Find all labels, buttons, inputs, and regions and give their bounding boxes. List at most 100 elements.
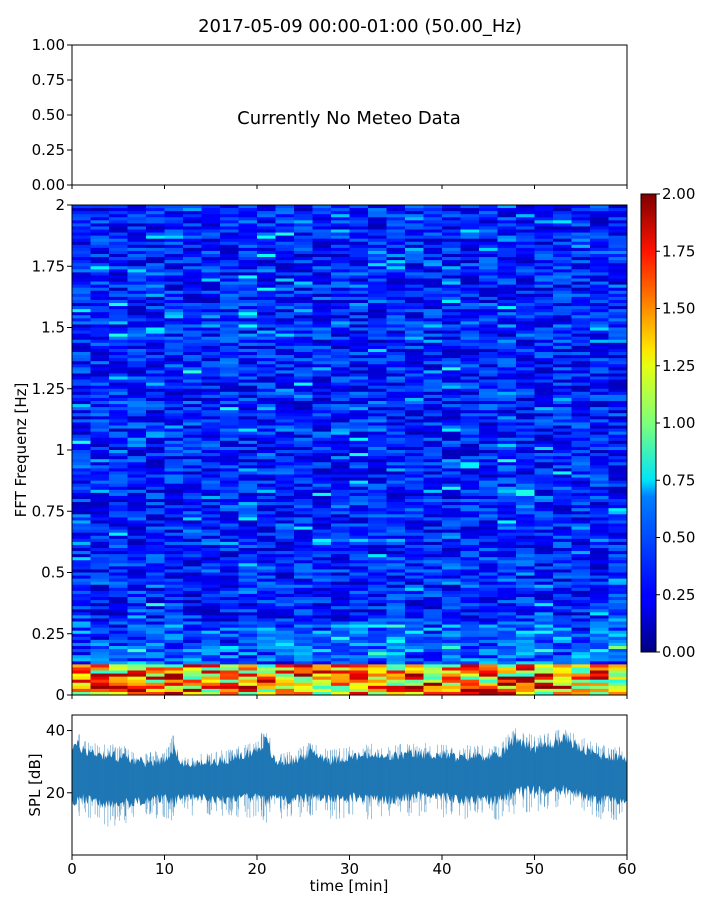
heatmap-cell [238, 492, 258, 497]
heatmap-cell [164, 401, 184, 405]
heatmap-cell [497, 462, 517, 466]
heatmap-cell [275, 410, 295, 414]
meteo-x-ticks [71, 185, 628, 189]
heatmap-cell [571, 590, 591, 595]
heatmap-cell [164, 437, 184, 442]
heatmap-cell [442, 324, 461, 328]
heatmap-cell [109, 535, 128, 540]
heatmap-cell [571, 296, 591, 301]
heatmap-cell [127, 407, 147, 411]
heatmap-cell [368, 584, 387, 589]
heatmap-cell [90, 284, 110, 288]
heatmap-cell [553, 312, 572, 316]
heatmap-cell [201, 474, 221, 478]
heatmap-cell [460, 367, 480, 371]
heatmap-cell [368, 422, 387, 426]
heatmap-cell [442, 290, 461, 295]
heatmap-cell [312, 318, 332, 322]
heatmap-cell [516, 624, 535, 628]
heatmap-cell [405, 250, 424, 255]
heatmap-cell [386, 401, 406, 405]
heatmap-cell [553, 508, 572, 512]
heatmap-cell [238, 511, 258, 515]
heatmap-cell [534, 480, 554, 484]
heatmap-cell [257, 514, 276, 518]
heatmap-cell [109, 220, 128, 224]
heatmap-cell [590, 505, 609, 509]
heatmap-cell [183, 538, 202, 543]
heatmap-cell [72, 560, 91, 564]
heatmap-cell [183, 572, 202, 576]
heatmap-cell [238, 330, 258, 334]
heatmap-cell [294, 223, 313, 227]
heatmap-cell [201, 263, 221, 267]
heatmap-cell [72, 306, 91, 310]
heatmap-cell [312, 526, 332, 530]
heatmap-cell [553, 379, 572, 383]
heatmap-cell [442, 404, 461, 408]
heatmap-cell [164, 532, 184, 537]
heatmap-cell [386, 480, 406, 484]
heatmap-cell [294, 471, 313, 475]
heatmap-cell [275, 358, 295, 362]
heatmap-cell [534, 495, 554, 500]
heatmap-cell [442, 541, 461, 546]
heatmap-cell [90, 254, 110, 258]
heatmap-cell [294, 578, 313, 582]
heatmap-cell [479, 315, 498, 319]
heatmap-cell [257, 612, 276, 616]
heatmap-cell [479, 336, 498, 341]
heatmap-cell [608, 642, 628, 647]
heatmap-cell [423, 603, 443, 607]
heatmap-cell [220, 606, 239, 610]
heatmap-cell [608, 345, 628, 350]
heatmap-cell [349, 401, 369, 405]
heatmap-cell [72, 682, 91, 687]
heatmap-cell [497, 376, 517, 380]
heatmap-cell [460, 670, 480, 674]
heatmap-cell [516, 339, 535, 344]
heatmap-cell [183, 284, 202, 288]
heatmap-cell [423, 391, 443, 396]
heatmap-cell [183, 391, 202, 396]
heatmap-cell [386, 477, 406, 481]
heatmap-cell [590, 486, 609, 491]
heatmap-cell [479, 254, 498, 258]
heatmap-cell [72, 244, 91, 249]
heatmap-cell [368, 489, 387, 494]
heatmap-cell [368, 578, 387, 582]
heatmap-cell [608, 560, 628, 564]
heatmap-cell [312, 275, 332, 279]
heatmap-cell [275, 685, 295, 690]
heatmap-cell [497, 208, 517, 212]
heatmap-cell [534, 499, 554, 503]
heatmap-cell [183, 214, 202, 218]
heatmap-cell [90, 624, 110, 628]
heatmap-cell [90, 597, 110, 601]
heatmap-cell [368, 211, 387, 215]
heatmap-cell [127, 269, 147, 273]
heatmap-cell [534, 358, 554, 362]
heatmap-cell [479, 495, 498, 500]
heatmap-cell [238, 214, 258, 218]
heatmap-cell [183, 428, 202, 432]
heatmap-cell [460, 450, 480, 454]
heatmap-cell [90, 612, 110, 616]
heatmap-cell [183, 434, 202, 439]
heatmap-cell [497, 434, 517, 439]
heatmap-cell [534, 446, 554, 451]
heatmap-cell [460, 299, 480, 304]
heatmap-cell [460, 560, 480, 564]
heatmap-cell [294, 538, 313, 543]
heatmap-cell [109, 244, 128, 249]
heatmap-cell [109, 293, 128, 298]
heatmap-cell [72, 618, 91, 622]
heatmap-cell [368, 508, 387, 512]
heatmap-cell [516, 235, 535, 239]
heatmap-cell [275, 670, 295, 674]
heatmap-cell [571, 636, 591, 641]
heatmap-cell [90, 278, 110, 282]
heatmap-cell [349, 639, 369, 644]
heatmap-cell [275, 453, 295, 457]
heatmap-cell [405, 376, 424, 380]
